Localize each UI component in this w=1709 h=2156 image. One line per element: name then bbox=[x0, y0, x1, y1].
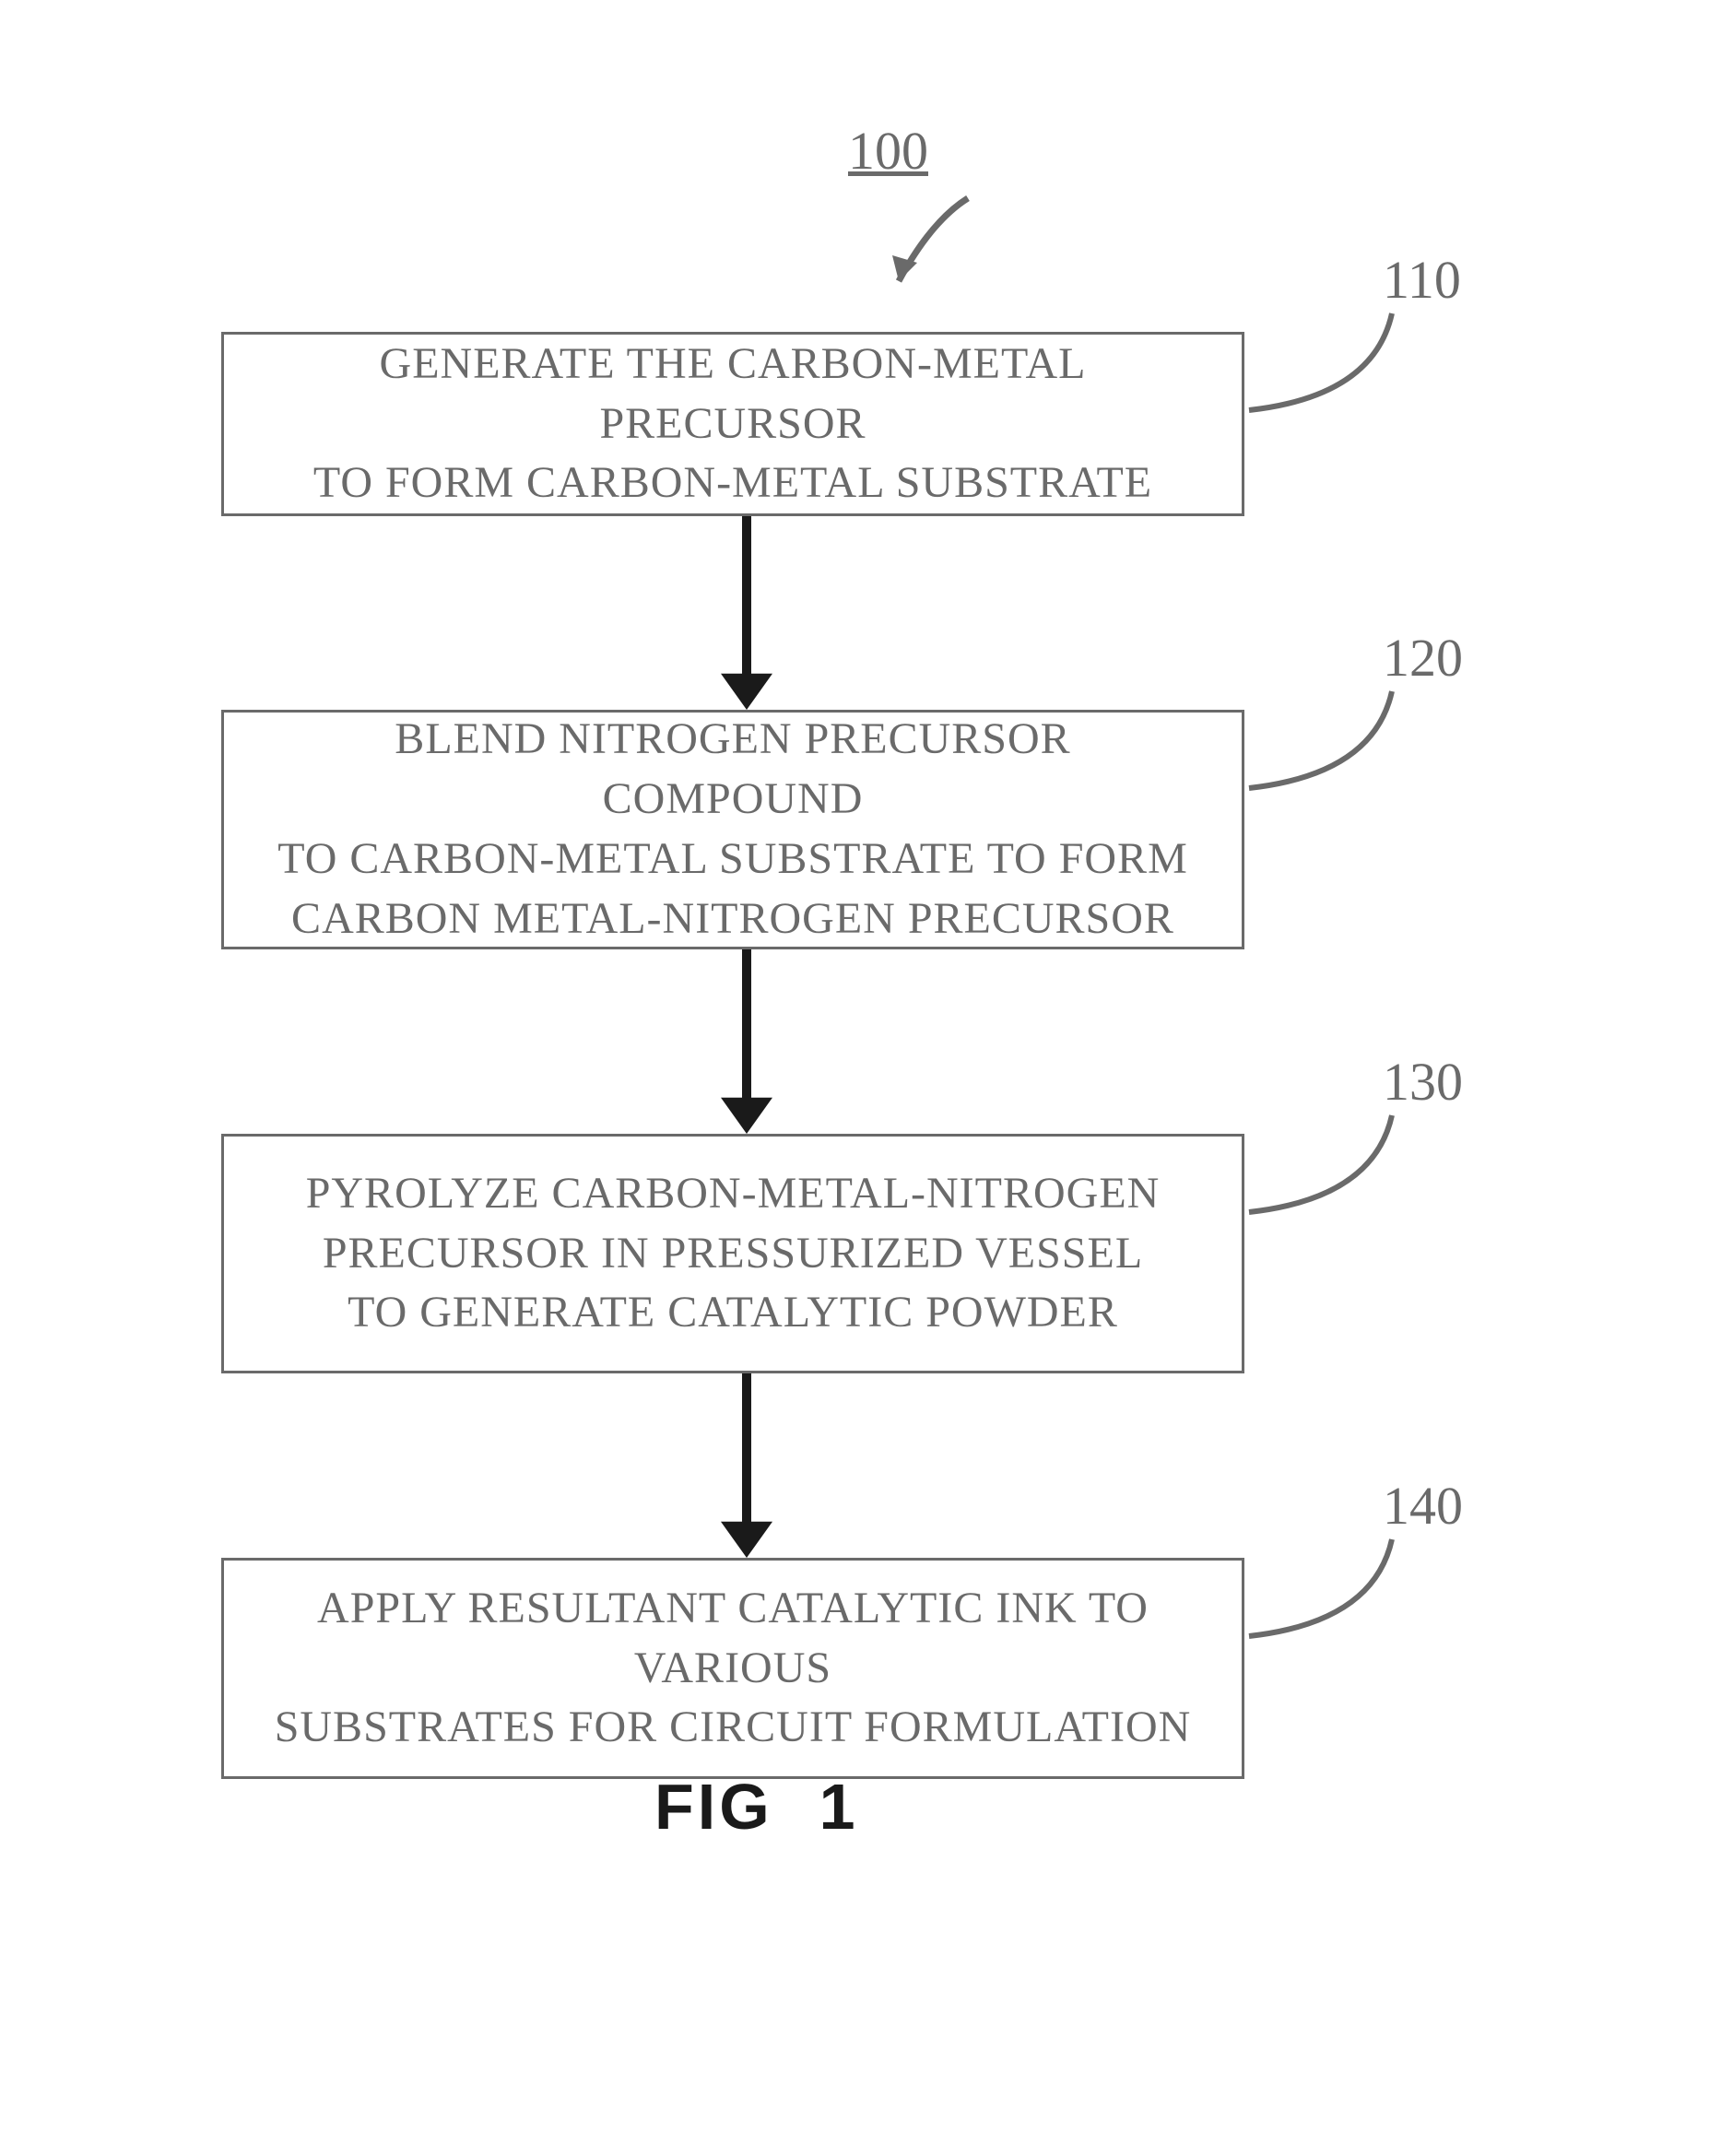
step-box: PYROLYZE CARBON-METAL-NITROGENPRECURSOR … bbox=[221, 1134, 1244, 1373]
flowchart-arrow-down bbox=[719, 949, 774, 1134]
step-box: BLEND NITROGEN PRECURSOR COMPOUNDTO CARB… bbox=[221, 710, 1244, 949]
step-text: BLEND NITROGEN PRECURSOR COMPOUNDTO CARB… bbox=[261, 710, 1205, 948]
step-reference-number: 130 bbox=[1383, 1051, 1463, 1113]
reference-curve bbox=[1235, 304, 1438, 452]
step-box: APPLY RESULTANT CATALYTIC INK TO VARIOUS… bbox=[221, 1558, 1244, 1779]
reference-curve-arrow-100 bbox=[848, 194, 986, 313]
flowchart-arrow-down bbox=[719, 1373, 774, 1558]
figure-caption-prefix: FIG bbox=[654, 1771, 773, 1843]
diagram-reference-label: 100 bbox=[848, 120, 928, 182]
reference-curve bbox=[1235, 682, 1438, 830]
step-text: GENERATE THE CARBON-METAL PRECURSORTO FO… bbox=[261, 335, 1205, 513]
step-reference-number: 120 bbox=[1383, 627, 1463, 689]
step-reference-number: 110 bbox=[1383, 249, 1461, 311]
step-reference-number: 140 bbox=[1383, 1475, 1463, 1537]
figure-caption-number: 1 bbox=[819, 1771, 859, 1843]
figure-caption: FIG 1 bbox=[654, 1770, 859, 1844]
step-text: PYROLYZE CARBON-METAL-NITROGENPRECURSOR … bbox=[306, 1164, 1161, 1343]
reference-curve bbox=[1235, 1106, 1438, 1254]
step-box: GENERATE THE CARBON-METAL PRECURSORTO FO… bbox=[221, 332, 1244, 516]
step-text: APPLY RESULTANT CATALYTIC INK TO VARIOUS… bbox=[261, 1579, 1205, 1758]
reference-curve bbox=[1235, 1530, 1438, 1678]
flowchart-arrow-down bbox=[719, 516, 774, 710]
